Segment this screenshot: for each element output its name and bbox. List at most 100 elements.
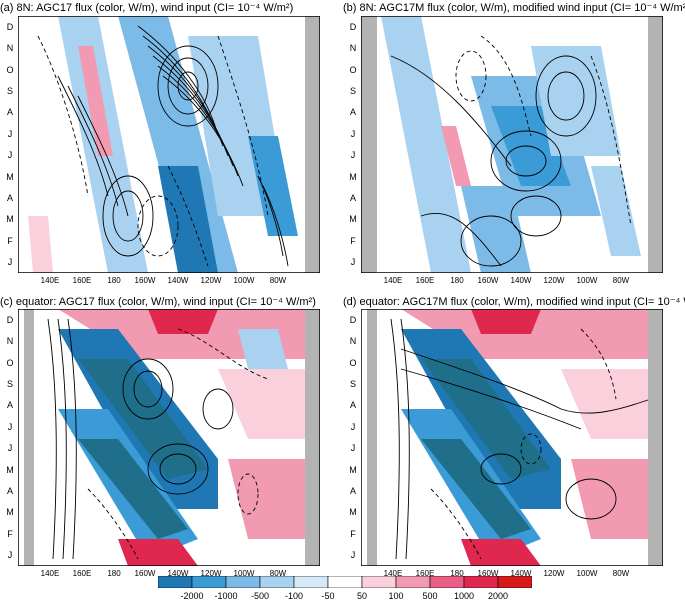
colorbar-segment-3 [259, 576, 295, 588]
month-label-c-7: M [6, 464, 14, 475]
month-label-d-11: J [350, 550, 356, 561]
month-label-c-0: D [6, 314, 14, 325]
lon-tick-c-7: 80W [269, 569, 287, 578]
lon-tick-d-4: 140W [510, 569, 532, 578]
month-label-b-8: A [349, 193, 356, 204]
colorbar-label-0: -2000 [180, 591, 204, 601]
lon-tick-b-6: 100W [576, 276, 598, 285]
month-label-d-6: J [350, 443, 356, 454]
month-label-b-0: D [349, 21, 357, 32]
panel-a-title: (a) 8N: AGC17 flux (color, W/m), wind in… [0, 2, 294, 14]
month-label-c-10: F [7, 528, 13, 539]
month-label-b-3: S [349, 85, 356, 96]
month-label-b-2: O [349, 64, 357, 75]
lon-tick-c-0: 140E [40, 569, 60, 578]
lon-tick-d-6: 100W [576, 569, 598, 578]
month-label-a-10: F [7, 235, 13, 246]
lon-tick-c-2: 180 [107, 569, 121, 578]
month-label-d-0: D [349, 314, 357, 325]
lon-tick-a-1: 160E [72, 276, 92, 285]
lon-tick-c-1: 160E [72, 569, 92, 578]
month-label-b-5: J [350, 128, 356, 139]
colorbar-label-2: -500 [250, 591, 270, 601]
colorbar-label-4: -50 [321, 591, 335, 601]
lon-tick-b-3: 160W [477, 276, 499, 285]
month-label-c-11: J [7, 550, 13, 561]
lon-tick-c-4: 140W [167, 569, 189, 578]
month-label-d-9: M [349, 507, 357, 518]
month-label-a-3: S [6, 85, 13, 96]
lon-tick-a-7: 80W [269, 276, 287, 285]
month-label-a-2: O [6, 64, 14, 75]
month-label-c-9: M [6, 507, 14, 518]
month-label-d-8: A [349, 486, 356, 497]
panel-c-plot [18, 309, 320, 566]
month-label-a-7: M [6, 171, 14, 182]
colorbar-segment-10 [497, 576, 532, 588]
panel-b-plot [361, 16, 663, 273]
lon-tick-a-2: 180 [107, 276, 121, 285]
month-label-a-4: A [6, 107, 13, 118]
month-label-c-3: S [6, 378, 13, 389]
lon-tick-a-4: 140W [167, 276, 189, 285]
panel-b-title: (b) 8N: AGC17M flux (color, W/m), modifi… [343, 2, 685, 14]
colorbar-label-3: -100 [284, 591, 304, 601]
colorbar-label-6: 100 [388, 591, 404, 601]
month-label-c-8: A [6, 486, 13, 497]
colorbar-segment-7 [395, 576, 431, 588]
month-label-a-0: D [6, 21, 14, 32]
colorbar-segment-0 [158, 576, 193, 588]
lon-tick-d-3: 160W [477, 569, 499, 578]
colorbar-label-8: 1000 [453, 591, 475, 601]
month-label-d-3: S [349, 378, 356, 389]
panel-d-plot [361, 309, 663, 566]
colorbar-segment-2 [225, 576, 261, 588]
month-label-d-10: F [350, 528, 356, 539]
lon-tick-c-3: 160W [134, 569, 156, 578]
month-label-b-7: M [349, 171, 357, 182]
month-label-b-4: A [349, 107, 356, 118]
month-label-d-5: J [350, 421, 356, 432]
month-label-c-2: O [6, 357, 14, 368]
colorbar-label-5: 50 [356, 591, 368, 601]
month-label-d-1: N [349, 336, 357, 347]
month-label-c-4: A [6, 400, 13, 411]
colorbar-segment-1 [191, 576, 227, 588]
lon-tick-d-2: 180 [450, 569, 464, 578]
lon-tick-a-3: 160W [134, 276, 156, 285]
lon-tick-d-5: 120W [543, 569, 565, 578]
colorbar [158, 576, 532, 588]
colorbar-label-7: 500 [422, 591, 438, 601]
month-label-b-10: F [350, 235, 356, 246]
colorbar-segment-9 [463, 576, 499, 588]
colorbar-segment-5 [327, 576, 363, 588]
month-label-c-5: J [7, 421, 13, 432]
panel-c-title: (c) equator: AGC17 flux (color, W/m), wi… [0, 296, 316, 308]
month-label-a-5: J [7, 128, 13, 139]
lon-tick-d-1: 160E [415, 569, 435, 578]
lon-tick-a-6: 100W [233, 276, 255, 285]
lon-tick-b-5: 120W [543, 276, 565, 285]
lon-tick-b-4: 140W [510, 276, 532, 285]
month-label-b-1: N [349, 43, 357, 54]
month-label-d-4: A [349, 400, 356, 411]
month-label-a-9: M [6, 214, 14, 225]
colorbar-label-1: -1000 [214, 591, 238, 601]
month-label-b-11: J [350, 257, 356, 268]
panel-a-plot [18, 16, 320, 273]
month-label-a-1: N [6, 43, 14, 54]
month-label-a-6: J [7, 150, 13, 161]
month-label-b-9: M [349, 214, 357, 225]
colorbar-segment-4 [293, 576, 329, 588]
month-label-d-2: O [349, 357, 357, 368]
month-label-d-7: M [349, 464, 357, 475]
lon-tick-b-0: 140E [383, 276, 403, 285]
colorbar-label-9: 2000 [487, 591, 509, 601]
panel-d-title: (d) equator: AGC17M flux (color, W/m), m… [343, 296, 685, 308]
month-label-a-11: J [7, 257, 13, 268]
month-label-b-6: J [350, 150, 356, 161]
month-label-c-1: N [6, 336, 14, 347]
lon-tick-a-0: 140E [40, 276, 60, 285]
colorbar-segment-6 [361, 576, 397, 588]
lon-tick-c-6: 100W [233, 569, 255, 578]
